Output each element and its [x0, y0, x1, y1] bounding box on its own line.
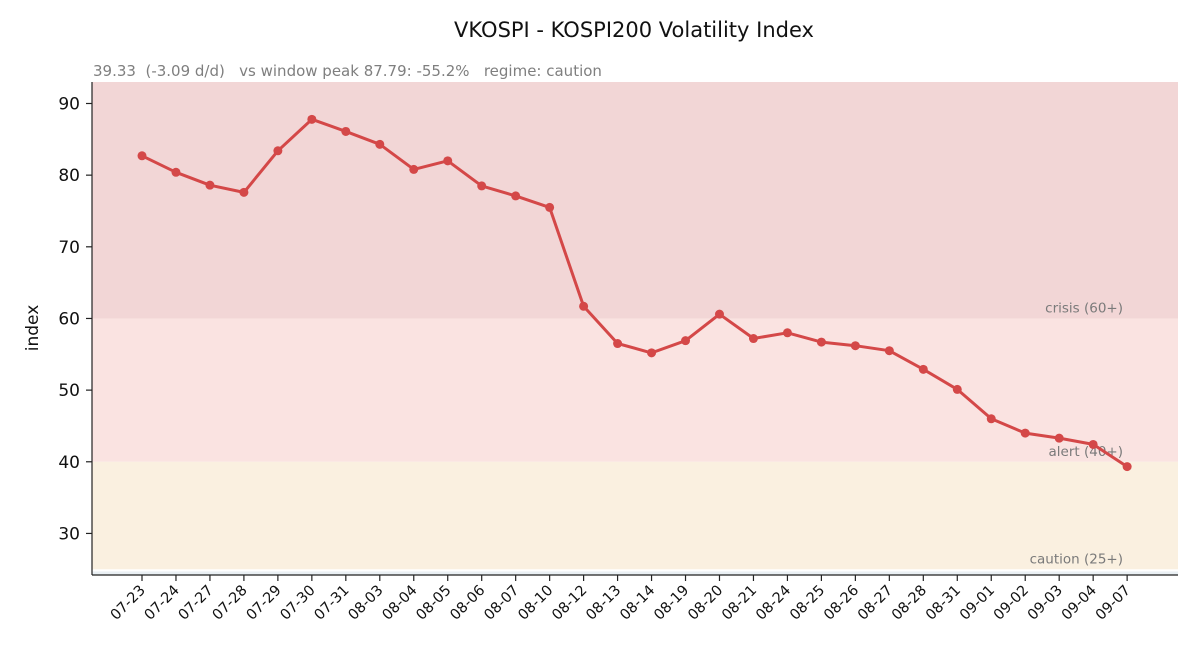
x-tick-label: 08-04	[379, 583, 420, 624]
x-tick-label: 09-04	[1059, 583, 1100, 624]
data-point	[477, 181, 487, 191]
x-tick-label: 08-25	[787, 583, 828, 624]
data-point	[409, 164, 419, 174]
y-tick-label: 90	[58, 94, 80, 114]
data-point	[1122, 462, 1132, 472]
x-tick-label: 08-05	[413, 583, 454, 624]
x-tick-label: 09-02	[991, 583, 1032, 624]
data-point	[986, 414, 996, 424]
y-tick-label: 40	[58, 453, 80, 473]
x-tick-label: 08-06	[447, 583, 488, 624]
x-tick-label: 08-28	[889, 583, 930, 624]
data-point	[205, 180, 215, 190]
x-tick-label: 08-10	[515, 583, 556, 624]
data-point	[1088, 439, 1098, 449]
series-line-0	[141, 117, 1128, 468]
x-tick-label: 08-20	[685, 583, 726, 624]
chart-subtitle: 39.33 (-3.09 d/d) vs window peak 87.79: …	[93, 62, 602, 80]
data-point	[545, 202, 555, 212]
data-point	[307, 114, 317, 124]
data-point	[341, 126, 351, 136]
data-point	[1020, 428, 1030, 438]
data-point	[273, 146, 283, 156]
x-tick-label: 08-26	[821, 583, 862, 624]
y-tick-label: 60	[58, 309, 80, 329]
x-tick-label: 08-31	[923, 583, 964, 624]
x-tick-label: 08-13	[583, 583, 624, 624]
x-tick-label: 08-14	[617, 583, 658, 624]
regime-bands: crisis (60+) alert (40+) caution (25+)	[92, 82, 1178, 575]
x-tick-label: 08-24	[753, 583, 794, 624]
y-tick-label: 70	[58, 238, 80, 258]
data-point	[613, 339, 623, 349]
data-point	[681, 336, 691, 346]
x-tick-label: 07-30	[278, 583, 319, 624]
data-point	[239, 187, 249, 197]
x-tick-label: 08-19	[651, 583, 692, 624]
y-axis-label: index	[23, 305, 43, 352]
data-point	[884, 346, 894, 356]
data-point	[1054, 433, 1064, 443]
data-point	[137, 151, 147, 161]
x-tick-label: 07-28	[210, 583, 251, 624]
x-tick-label: 08-27	[855, 583, 896, 624]
x-tick-label: 07-27	[176, 583, 217, 624]
x-tick-label: 08-07	[481, 583, 522, 624]
x-tick-label: 08-21	[719, 583, 760, 624]
data-point	[782, 328, 792, 338]
band-2	[92, 461, 1178, 570]
data-point	[816, 337, 826, 347]
y-tick-label: 50	[58, 381, 80, 401]
band-floor	[92, 571, 1178, 575]
band-1	[92, 318, 1178, 462]
data-point	[511, 191, 521, 201]
data-point	[952, 384, 962, 394]
band-label-0: crisis (60+)	[1045, 300, 1123, 316]
y-tick-label: 80	[58, 166, 80, 186]
x-tick-label: 07-31	[312, 583, 353, 624]
data-point	[714, 309, 724, 319]
data-point	[375, 139, 385, 149]
x-tick-label: 07-29	[244, 583, 285, 624]
x-tick-label: 07-23	[108, 583, 149, 624]
data-point	[748, 334, 758, 344]
x-tick-label: 08-03	[346, 583, 387, 624]
data-point	[850, 341, 860, 351]
data-point	[918, 364, 928, 374]
band-0	[92, 82, 1178, 319]
x-tick-label: 09-01	[957, 583, 998, 624]
x-tick-label: 09-07	[1093, 583, 1134, 624]
band-label-2: caution (25+)	[1030, 551, 1123, 567]
x-tick-label: 08-12	[549, 583, 590, 624]
chart-title: VKOSPI - KOSPI200 Volatility Index	[454, 18, 814, 42]
series-layer	[137, 114, 1132, 472]
y-tick-label: 30	[58, 524, 80, 544]
data-point	[171, 167, 181, 177]
band-label-1: alert (40+)	[1049, 444, 1124, 460]
x-tick-label: 07-24	[142, 583, 183, 624]
data-point	[647, 348, 657, 358]
x-tick-label: 09-03	[1025, 583, 1066, 624]
data-point	[579, 301, 589, 311]
data-point	[443, 156, 453, 166]
